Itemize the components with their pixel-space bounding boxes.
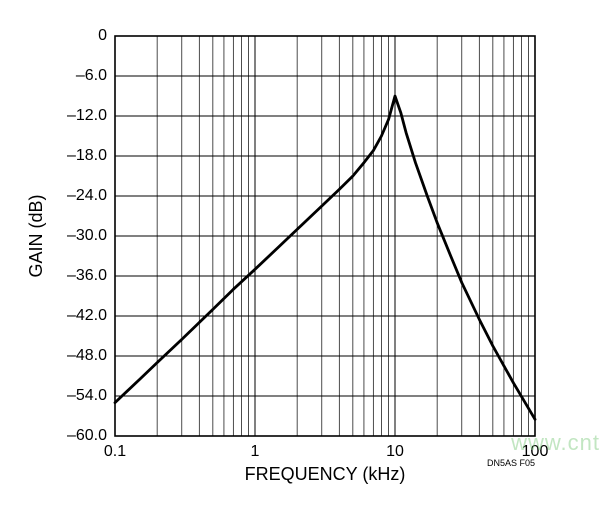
y-tick-label: –54.0 (67, 387, 107, 404)
y-tick-label: –48.0 (67, 347, 107, 364)
y-tick-label: –12.0 (67, 107, 107, 124)
y-tick-label: –36.0 (67, 267, 107, 284)
x-axis-label: FREQUENCY (kHz) (245, 464, 406, 484)
x-tick-label: 1 (251, 443, 260, 460)
y-tick-label: –6.0 (76, 67, 107, 84)
gain-vs-frequency-chart: 0 –6.0 –12.0 –18.0 –24.0 –30.0 –36.0 –42.0 –48.0… (0, 0, 600, 517)
y-tick-label: –18.0 (67, 147, 107, 164)
x-tick-label: 0.1 (104, 443, 126, 460)
y-tick-label: –42.0 (67, 307, 107, 324)
y-axis-label: GAIN (dB) (26, 194, 46, 277)
x-tick-label: 10 (386, 443, 404, 460)
figure-label: DN5AS F05 (487, 458, 535, 468)
y-tick-label: –30.0 (67, 227, 107, 244)
y-tick-label: 0 (98, 27, 107, 44)
y-tick-label: –24.0 (67, 187, 107, 204)
y-tick-label: –60.0 (67, 427, 107, 444)
